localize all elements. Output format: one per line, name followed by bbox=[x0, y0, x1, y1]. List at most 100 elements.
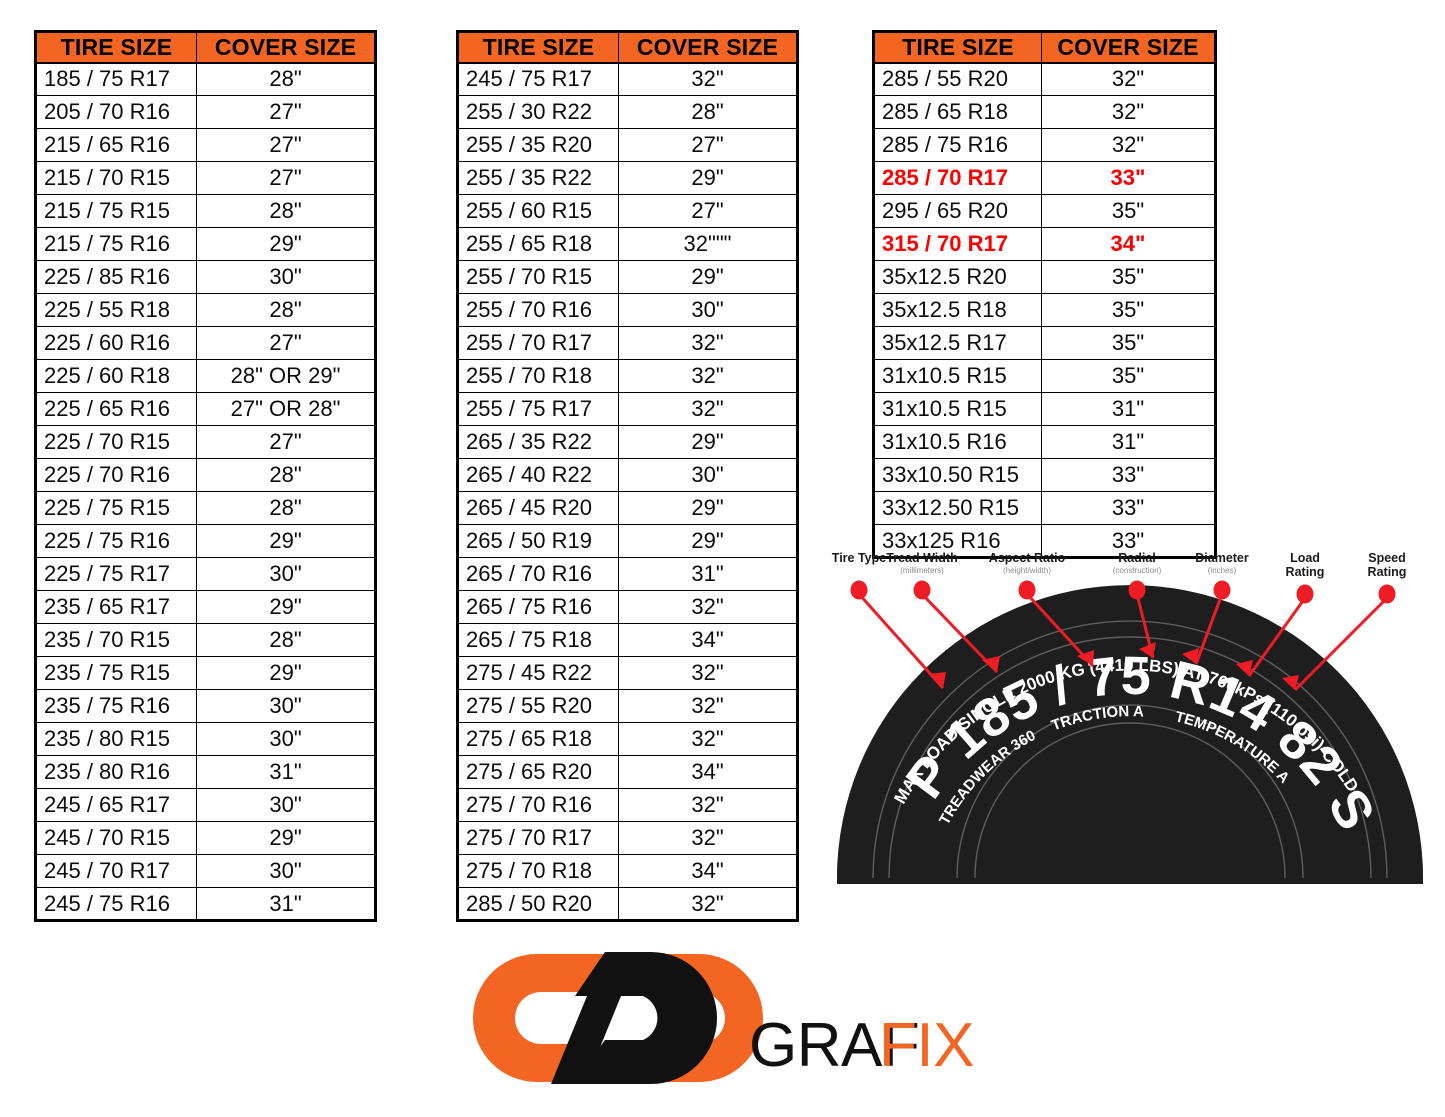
cell-tire-size: 215 / 75 R15 bbox=[35, 194, 197, 228]
table-row: 255 / 60 R15 27" bbox=[457, 194, 798, 228]
table-row: 295 / 65 R20 35" bbox=[873, 194, 1216, 228]
cell-cover-size: 31" bbox=[1041, 425, 1216, 459]
table-row: 225 / 65 R16 27" OR 28" bbox=[35, 392, 376, 426]
cell-tire-size: 255 / 30 R22 bbox=[457, 95, 619, 129]
table-row: 315 / 70 R17 34" bbox=[873, 227, 1216, 261]
cell-tire-size: 35x12.5 R17 bbox=[873, 326, 1042, 360]
cell-tire-size: 225 / 85 R16 bbox=[35, 260, 197, 294]
cell-tire-size: 215 / 75 R16 bbox=[35, 227, 197, 261]
cell-tire-size: 275 / 45 R22 bbox=[457, 656, 619, 690]
table-row: 225 / 55 R18 28" bbox=[35, 293, 376, 327]
table-row: 215 / 65 R16 27" bbox=[35, 128, 376, 162]
table-row: 285 / 70 R17 33" bbox=[873, 161, 1216, 195]
table-row: 225 / 60 R18 28" OR 29" bbox=[35, 359, 376, 393]
table-row: 33x10.50 R15 33" bbox=[873, 458, 1216, 492]
table-row: 185 / 75 R17 28" bbox=[35, 62, 376, 96]
table-row: 275 / 65 R18 32" bbox=[457, 722, 798, 756]
table-row: 245 / 70 R15 29" bbox=[35, 821, 376, 855]
cell-tire-size: 255 / 60 R15 bbox=[457, 194, 619, 228]
table-row: 215 / 75 R16 29" bbox=[35, 227, 376, 261]
cell-cover-size: 27" bbox=[618, 128, 798, 162]
cell-cover-size: 28" bbox=[196, 623, 376, 657]
cell-tire-size: 225 / 70 R15 bbox=[35, 425, 197, 459]
cell-tire-size: 265 / 35 R22 bbox=[457, 425, 619, 459]
table-row: 255 / 35 R20 27" bbox=[457, 128, 798, 162]
cell-cover-size: 34" bbox=[1041, 227, 1216, 261]
table-row: 33x125 R16 33" bbox=[873, 524, 1216, 558]
cell-tire-size: 275 / 70 R16 bbox=[457, 788, 619, 822]
cell-cover-size: 28" bbox=[196, 491, 376, 525]
cell-cover-size: 33" bbox=[1041, 458, 1216, 492]
cell-cover-size: 30" bbox=[196, 788, 376, 822]
table-row: 285 / 65 R18 32" bbox=[873, 95, 1216, 129]
table-row: 275 / 70 R16 32" bbox=[457, 788, 798, 822]
cell-tire-size: 33x12.50 R15 bbox=[873, 491, 1042, 525]
column-header-tire-size: TIRE SIZE bbox=[35, 31, 197, 64]
table-row: 235 / 80 R15 30" bbox=[35, 722, 376, 756]
tire-size-table-3: TIRE SIZE COVER SIZE 285 / 55 R20 32" 285 … bbox=[872, 30, 1217, 559]
cell-cover-size: 33" bbox=[1041, 161, 1216, 195]
table-row: 31x10.5 R15 31" bbox=[873, 392, 1216, 426]
cell-tire-size: 235 / 65 R17 bbox=[35, 590, 197, 624]
tire-size-table-1: TIRE SIZE COVER SIZE 185 / 75 R17 28" 205 … bbox=[34, 30, 377, 922]
tire-sidewall-diagram: TREADWEAR 360 TRACTION A TEMPERATURE A P… bbox=[815, 548, 1445, 888]
cell-tire-size: 225 / 75 R15 bbox=[35, 491, 197, 525]
graffix-logo: GRAF FIX bbox=[455, 940, 995, 1090]
table-row: 255 / 30 R22 28" bbox=[457, 95, 798, 129]
cell-tire-size: 235 / 75 R16 bbox=[35, 689, 197, 723]
cell-cover-size: 29" bbox=[618, 491, 798, 525]
callout-label-aspect-ratio: Aspect Ratio (height/width) bbox=[988, 551, 1066, 575]
table-row: 225 / 85 R16 30" bbox=[35, 260, 376, 294]
cell-tire-size: 255 / 35 R22 bbox=[457, 161, 619, 195]
cell-cover-size: 29" bbox=[618, 524, 798, 558]
cell-cover-size: 31" bbox=[196, 755, 376, 789]
cell-tire-size: 255 / 70 R17 bbox=[457, 326, 619, 360]
cell-cover-size: 27" OR 28" bbox=[196, 392, 376, 426]
table-row: 255 / 70 R17 32" bbox=[457, 326, 798, 360]
cell-cover-size: 29" bbox=[196, 821, 376, 855]
table-header-row: TIRE SIZE COVER SIZE bbox=[457, 31, 798, 64]
cell-tire-size: 35x12.5 R18 bbox=[873, 293, 1042, 327]
cell-cover-size: 35" bbox=[1041, 293, 1216, 327]
cell-tire-size: 205 / 70 R16 bbox=[35, 95, 197, 129]
cell-tire-size: 265 / 40 R22 bbox=[457, 458, 619, 492]
table-row: 265 / 70 R16 31" bbox=[457, 557, 798, 591]
table-row: 255 / 65 R18 32""" bbox=[457, 227, 798, 261]
cell-tire-size: 315 / 70 R17 bbox=[873, 227, 1042, 261]
table-row: 225 / 75 R17 30" bbox=[35, 557, 376, 591]
cell-tire-size: 225 / 70 R16 bbox=[35, 458, 197, 492]
table-row: 255 / 70 R16 30" bbox=[457, 293, 798, 327]
table-row: 225 / 60 R16 27" bbox=[35, 326, 376, 360]
table-header-row: TIRE SIZE COVER SIZE bbox=[873, 31, 1216, 64]
cell-tire-size: 255 / 35 R20 bbox=[457, 128, 619, 162]
table-body: 245 / 75 R17 32" 255 / 30 R22 28" 255 / 35 R… bbox=[457, 62, 798, 921]
cell-tire-size: 265 / 75 R18 bbox=[457, 623, 619, 657]
cell-cover-size: 27" bbox=[196, 326, 376, 360]
cell-tire-size: 285 / 50 R20 bbox=[457, 887, 619, 921]
cell-tire-size: 285 / 65 R18 bbox=[873, 95, 1042, 129]
cell-tire-size: 225 / 55 R18 bbox=[35, 293, 197, 327]
table-body: 185 / 75 R17 28" 205 / 70 R16 27" 215 / 65 R… bbox=[35, 62, 376, 921]
cell-cover-size: 28" bbox=[196, 62, 376, 96]
cell-cover-size: 29" bbox=[196, 590, 376, 624]
table-row: 225 / 75 R16 29" bbox=[35, 524, 376, 558]
tire-body-arc bbox=[837, 587, 1423, 884]
cell-cover-size: 35" bbox=[1041, 326, 1216, 360]
cell-cover-size: 30" bbox=[196, 722, 376, 756]
table-row: 35x12.5 R17 35" bbox=[873, 326, 1216, 360]
cell-tire-size: 225 / 60 R16 bbox=[35, 326, 197, 360]
cell-cover-size: 32" bbox=[618, 359, 798, 393]
cell-cover-size: 31" bbox=[618, 557, 798, 591]
cell-tire-size: 285 / 75 R16 bbox=[873, 128, 1042, 162]
cell-tire-size: 31x10.5 R16 bbox=[873, 425, 1042, 459]
table-row: 255 / 35 R22 29" bbox=[457, 161, 798, 195]
tire-size-table-2: TIRE SIZE COVER SIZE 245 / 75 R17 32" 255 … bbox=[456, 30, 799, 922]
table-row: 265 / 50 R19 29" bbox=[457, 524, 798, 558]
cell-cover-size: 29" bbox=[196, 524, 376, 558]
table-row: 265 / 45 R20 29" bbox=[457, 491, 798, 525]
table-row: 285 / 55 R20 32" bbox=[873, 62, 1216, 96]
cell-tire-size: 31x10.5 R15 bbox=[873, 392, 1042, 426]
cell-tire-size: 255 / 70 R18 bbox=[457, 359, 619, 393]
table-row: 31x10.5 R15 35" bbox=[873, 359, 1216, 393]
callout-label-speed-rating: Speed Rating bbox=[1367, 551, 1407, 579]
